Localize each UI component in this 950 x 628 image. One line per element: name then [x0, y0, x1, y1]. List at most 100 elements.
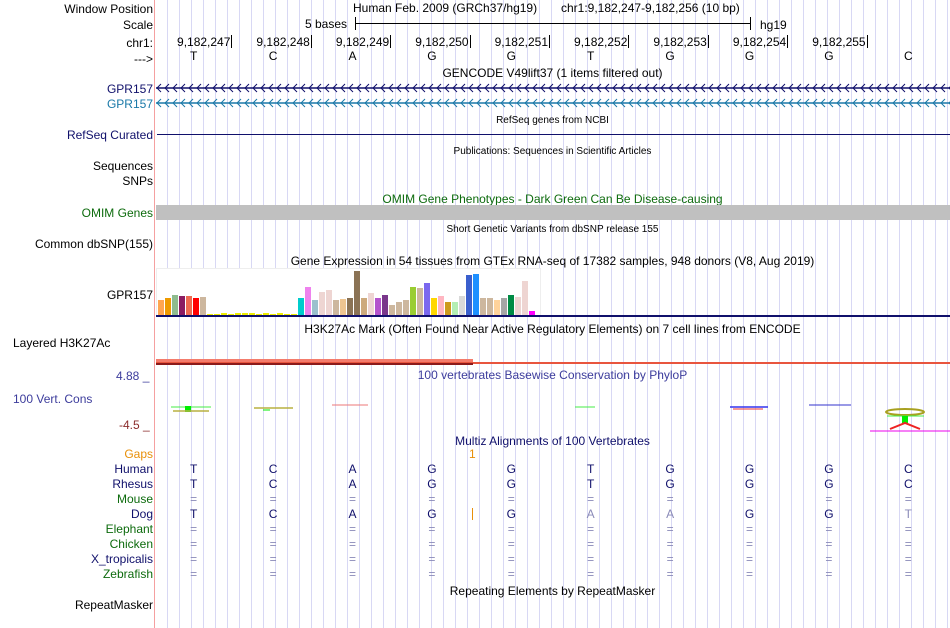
- gtex-tissue-bar[interactable]: [529, 311, 535, 316]
- strand-chevron-icon: [564, 98, 570, 108]
- strand-chevron-icon: [164, 98, 170, 108]
- ruler-tick-mark: [707, 35, 709, 48]
- gtex-tissue-bar[interactable]: [312, 300, 318, 316]
- gtex-tissue-bar[interactable]: [403, 300, 409, 316]
- dbsnp-track-label[interactable]: Common dbSNP(155): [34, 237, 153, 251]
- refseq-gene-line[interactable]: [157, 134, 950, 135]
- strand-chevron-icon: [412, 83, 418, 93]
- multiz-base: =: [825, 552, 833, 566]
- multiz-base: =: [269, 492, 277, 506]
- gencode-item-label-2[interactable]: GPR157: [106, 97, 153, 111]
- gtex-tissue-bar[interactable]: [382, 295, 388, 316]
- gtex-tissue-bar[interactable]: [298, 298, 304, 316]
- gencode-transcript-1[interactable]: [155, 82, 950, 94]
- gtex-tissue-bar[interactable]: [186, 296, 192, 316]
- repeatmasker-track-label[interactable]: RepeatMasker: [74, 598, 153, 612]
- refseq-track-label[interactable]: RefSeq Curated: [66, 128, 153, 142]
- gtex-tissue-bar[interactable]: [354, 271, 360, 316]
- multiz-base: T: [587, 477, 595, 491]
- publications-label-sequences[interactable]: Sequences: [92, 159, 153, 173]
- gtex-tissue-bar[interactable]: [445, 302, 451, 316]
- multiz-species-label[interactable]: Mouse: [116, 492, 153, 506]
- gtex-tissue-bar[interactable]: [452, 302, 458, 316]
- gtex-tissue-bar[interactable]: [158, 300, 164, 316]
- multiz-base: =: [745, 552, 753, 566]
- gtex-tissue-bar[interactable]: [326, 290, 332, 316]
- label-divider: [154, 0, 155, 628]
- strand-chevron-icon: [188, 83, 194, 93]
- gtex-tissue-bar[interactable]: [424, 283, 430, 316]
- gtex-tissue-bar[interactable]: [305, 287, 311, 316]
- gtex-chart-area[interactable]: [156, 268, 541, 317]
- omim-track-label[interactable]: OMIM Genes: [81, 206, 153, 220]
- gtex-tissue-bar[interactable]: [200, 297, 206, 316]
- gtex-tissue-bar[interactable]: [466, 275, 472, 316]
- gtex-tissue-bar[interactable]: [389, 305, 395, 316]
- gtex-tissue-bar[interactable]: [277, 313, 283, 316]
- gtex-tissue-bar[interactable]: [410, 287, 416, 316]
- gtex-tissue-bar[interactable]: [473, 274, 479, 316]
- gtex-tissue-bar[interactable]: [242, 313, 248, 316]
- gtex-tissue-bar[interactable]: [431, 298, 437, 316]
- strand-chevron-icon: [204, 98, 210, 108]
- gencode-item-label-1[interactable]: GPR157: [106, 82, 153, 96]
- gtex-tissue-bar[interactable]: [179, 296, 185, 316]
- gtex-tissue-bar[interactable]: [193, 298, 199, 316]
- gtex-tissue-bar[interactable]: [487, 298, 493, 316]
- gtex-track-label[interactable]: GPR157: [106, 288, 153, 302]
- gtex-tissue-bar[interactable]: [172, 295, 178, 316]
- gtex-tissue-bar[interactable]: [263, 313, 269, 316]
- gtex-tissue-bar[interactable]: [515, 297, 521, 316]
- multiz-base: G: [824, 477, 834, 491]
- ruler-base: A: [348, 49, 357, 63]
- multiz-base: T: [587, 462, 595, 476]
- gtex-tissue-bar[interactable]: [375, 298, 381, 316]
- publications-label-snps[interactable]: SNPs: [122, 174, 153, 188]
- gtex-tissue-bar[interactable]: [494, 300, 500, 316]
- strand-chevron-icon: [260, 98, 266, 108]
- gtex-tissue-bar[interactable]: [333, 300, 339, 316]
- multiz-base: =: [587, 552, 595, 566]
- gtex-tissue-bar[interactable]: [340, 299, 346, 316]
- gtex-tissue-bar[interactable]: [368, 293, 374, 316]
- grid-line: [815, 0, 816, 628]
- strand-chevron-icon: [652, 83, 658, 93]
- omim-gene-bar[interactable]: [156, 205, 950, 220]
- gtex-tissue-bar[interactable]: [347, 298, 353, 316]
- strand-chevron-icon: [436, 83, 442, 93]
- gtex-tissue-bar[interactable]: [165, 298, 171, 316]
- gtex-tissue-bar[interactable]: [522, 281, 528, 316]
- strand-chevron-icon: [508, 83, 514, 93]
- gtex-tissue-bar[interactable]: [417, 288, 423, 316]
- strand-chevron-icon: [884, 98, 890, 108]
- gtex-tissue-bar[interactable]: [480, 298, 486, 316]
- multiz-species-label[interactable]: Zebrafish: [102, 567, 153, 581]
- gtex-tissue-bar[interactable]: [221, 313, 227, 316]
- multiz-species-label[interactable]: Rhesus: [112, 477, 153, 491]
- gtex-tissue-bar[interactable]: [508, 295, 514, 316]
- multiz-species-label[interactable]: Human: [114, 462, 153, 476]
- gtex-tissue-bar[interactable]: [501, 298, 507, 316]
- gtex-tissue-bar[interactable]: [459, 296, 465, 316]
- strand-chevron-icon: [620, 83, 626, 93]
- gtex-tissue-bar[interactable]: [361, 298, 367, 316]
- phylop-track-label[interactable]: 100 Vert. Cons: [13, 392, 93, 406]
- multiz-species-label[interactable]: X_tropicalis: [90, 552, 153, 566]
- strand-chevron-icon: [452, 98, 458, 108]
- multiz-gaps-label[interactable]: Gaps: [124, 447, 153, 461]
- gtex-tissue-bar[interactable]: [249, 313, 255, 316]
- multiz-species-label[interactable]: Dog: [130, 507, 153, 521]
- h3k27ac-track-label[interactable]: Layered H3K27Ac: [13, 336, 111, 350]
- gtex-tissue-bar[interactable]: [438, 296, 444, 316]
- strand-chevron-icon: [204, 83, 210, 93]
- grid-line: [791, 0, 792, 628]
- gencode-transcript-2[interactable]: [155, 97, 950, 109]
- phylop-plot[interactable]: [155, 395, 950, 435]
- grid-line: [647, 0, 648, 628]
- gtex-tissue-bar[interactable]: [396, 302, 402, 316]
- gtex-tissue-bar[interactable]: [235, 313, 241, 316]
- strand-chevron-icon: [372, 83, 378, 93]
- multiz-species-label[interactable]: Elephant: [105, 522, 153, 536]
- gtex-tissue-bar[interactable]: [319, 292, 325, 316]
- multiz-species-label[interactable]: Chicken: [109, 537, 153, 551]
